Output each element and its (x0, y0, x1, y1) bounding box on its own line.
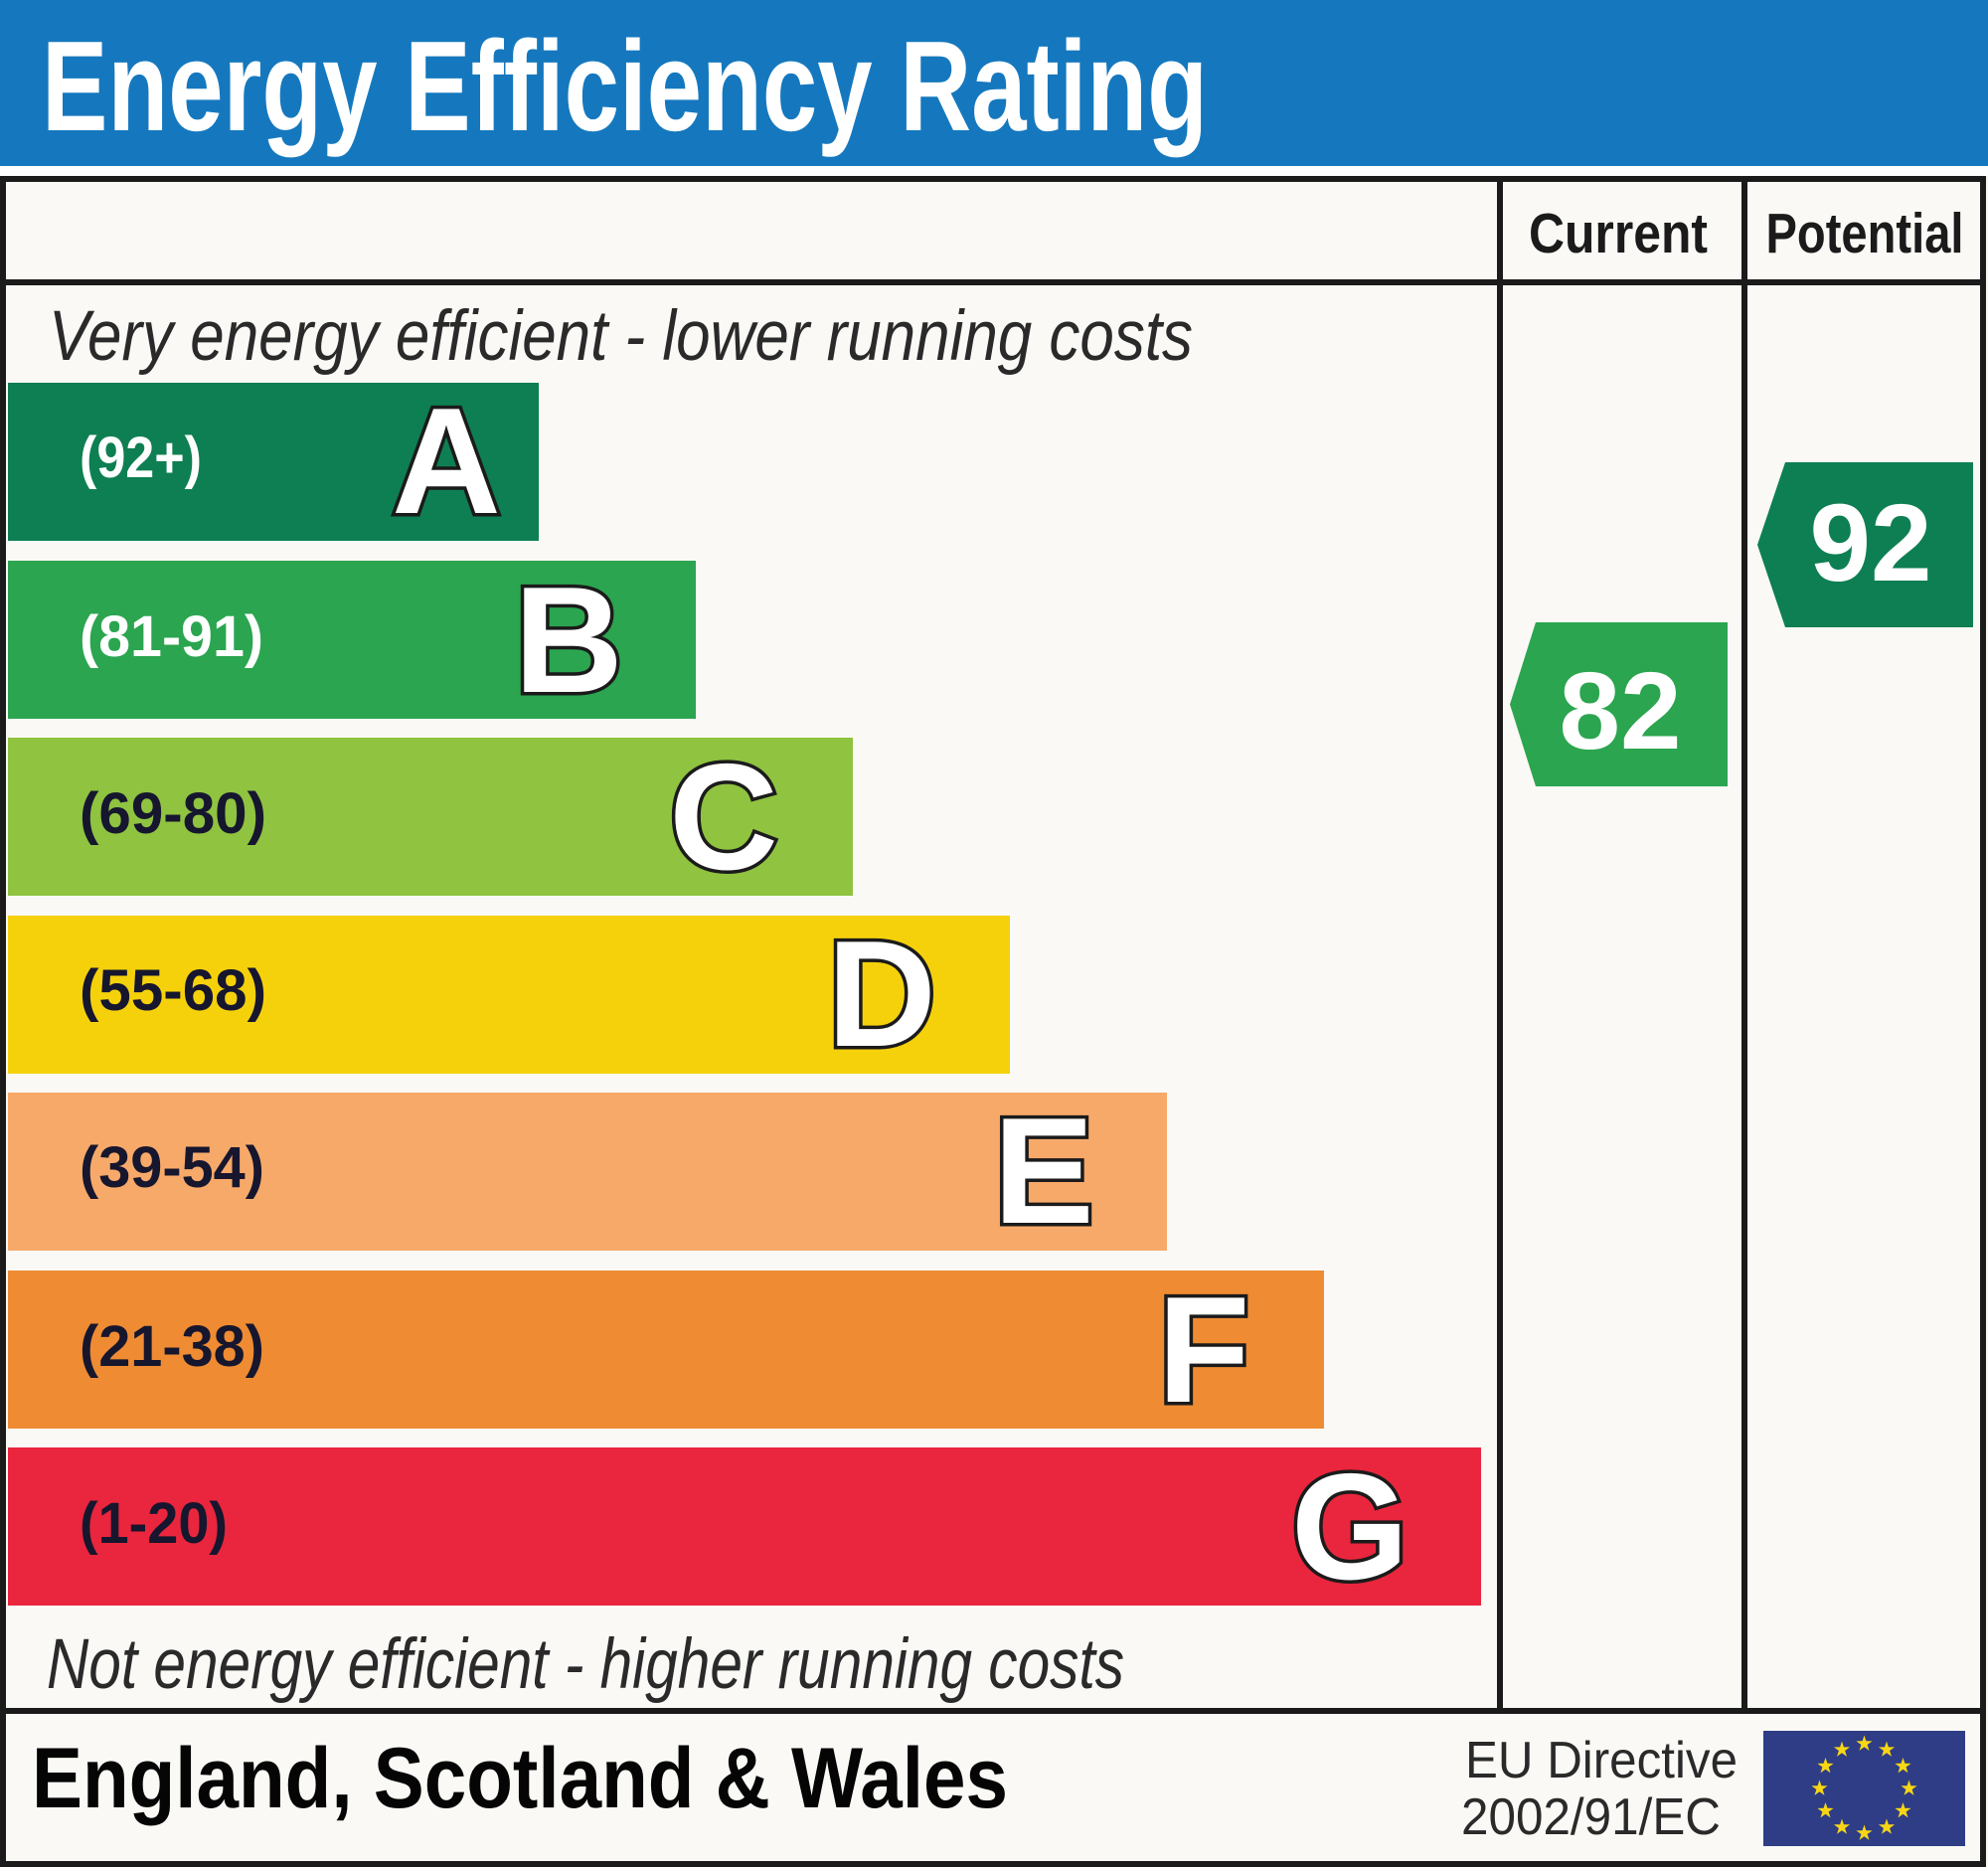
svg-text:F: F (1158, 1266, 1250, 1435)
svg-text:82: 82 (1560, 650, 1682, 772)
svg-text:C: C (669, 733, 778, 902)
svg-text:E: E (993, 1087, 1093, 1256)
svg-text:England, Scotland & Wales: England, Scotland & Wales (32, 1731, 1008, 1826)
svg-text:B: B (514, 556, 623, 725)
svg-text:EU Directive: EU Directive (1465, 1732, 1738, 1789)
svg-text:2002/91/EC: 2002/91/EC (1461, 1788, 1721, 1846)
svg-text:92: 92 (1810, 482, 1932, 604)
svg-text:Very energy efficient - lower: Very energy efficient - lower running co… (49, 297, 1193, 376)
svg-text:G: G (1291, 1443, 1408, 1612)
svg-text:D: D (827, 910, 936, 1079)
svg-text:Potential: Potential (1766, 202, 1964, 265)
svg-text:(92+): (92+) (80, 425, 202, 490)
svg-text:(69-80): (69-80) (80, 781, 266, 846)
svg-text:(1-20): (1-20) (80, 1491, 228, 1556)
svg-text:(55-68): (55-68) (80, 958, 266, 1023)
svg-text:A: A (392, 377, 501, 546)
svg-text:(39-54): (39-54) (80, 1135, 264, 1200)
svg-text:Current: Current (1529, 202, 1708, 265)
svg-text:(81-91): (81-91) (80, 604, 263, 669)
svg-text:Energy Efficiency Rating: Energy Efficiency Rating (42, 15, 1208, 158)
svg-text:(21-38): (21-38) (80, 1314, 264, 1379)
svg-text:Not energy efficient - higher: Not energy efficient - higher running co… (47, 1625, 1124, 1704)
